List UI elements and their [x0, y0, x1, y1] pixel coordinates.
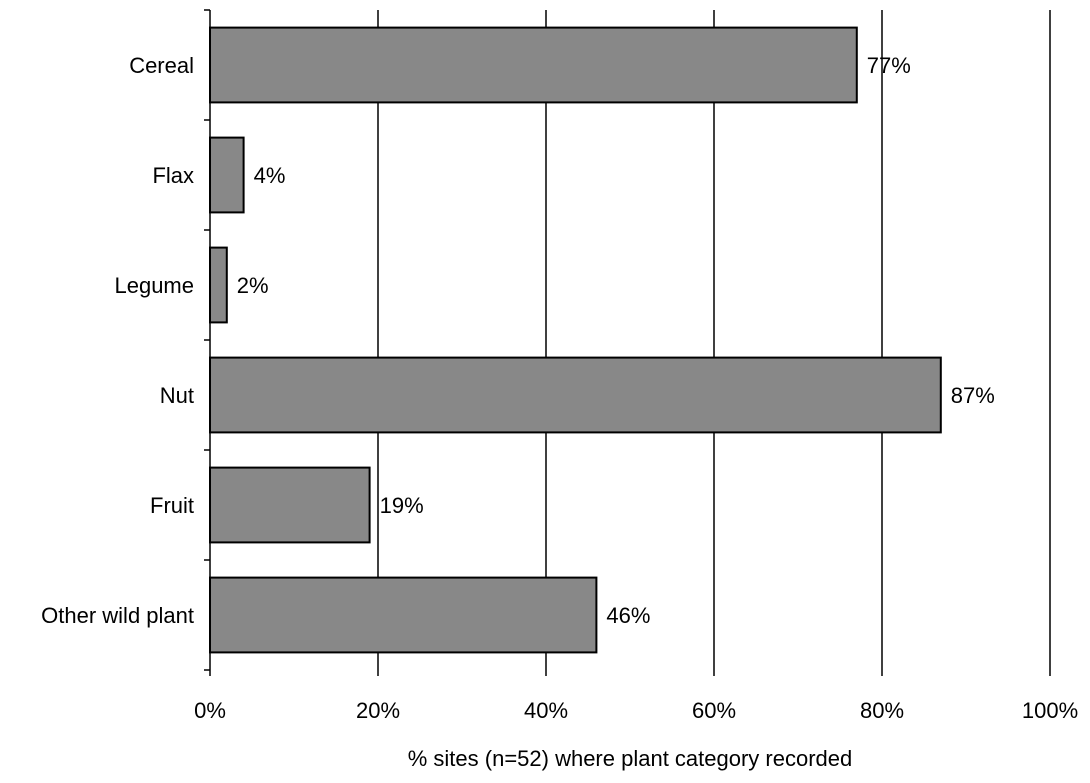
data-label: 19%: [380, 493, 424, 518]
x-axis-title: % sites (n=52) where plant category reco…: [408, 746, 853, 771]
bar-cereal: [209, 26, 858, 104]
bar-nut: [209, 356, 942, 434]
axes: [204, 9, 1051, 676]
bars: [209, 26, 942, 654]
data-label: 46%: [606, 603, 650, 628]
category-label: Cereal: [129, 53, 194, 78]
bar-fruit: [209, 466, 371, 544]
x-tick-label: 80%: [860, 698, 904, 723]
bar-legume: [209, 246, 228, 324]
x-tick-label: 20%: [356, 698, 400, 723]
bar-other-wild-plant: [209, 576, 598, 654]
x-tick-label: 0%: [194, 698, 226, 723]
bar-flax: [209, 136, 245, 214]
data-label: 4%: [254, 163, 286, 188]
grid-lines: [377, 10, 1051, 670]
data-label: 87%: [951, 383, 995, 408]
x-tick-label: 100%: [1022, 698, 1078, 723]
x-tick-label: 60%: [692, 698, 736, 723]
x-tick-label: 40%: [524, 698, 568, 723]
labels: 0% 20% 40% 60% 80% 100% Cereal 77% Flax 4% Legume 2…: [41, 53, 1078, 723]
category-label: Flax: [152, 163, 194, 188]
category-label: Other wild plant: [41, 603, 194, 628]
data-label: 2%: [237, 273, 269, 298]
category-label: Fruit: [150, 493, 194, 518]
data-label: 77%: [867, 53, 911, 78]
category-label: Legume: [114, 273, 194, 298]
category-label: Nut: [160, 383, 194, 408]
